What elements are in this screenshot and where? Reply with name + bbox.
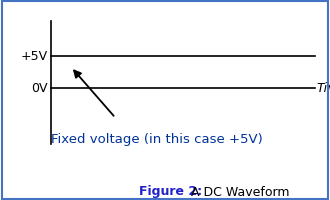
Text: Time: Time [317, 82, 330, 95]
Text: Fixed voltage (in this case +5V): Fixed voltage (in this case +5V) [51, 133, 263, 146]
Text: Figure 2:: Figure 2: [139, 186, 206, 198]
Text: A DC Waveform: A DC Waveform [191, 186, 290, 198]
Text: +5V: +5V [21, 50, 48, 63]
Text: 0V: 0V [31, 82, 48, 95]
